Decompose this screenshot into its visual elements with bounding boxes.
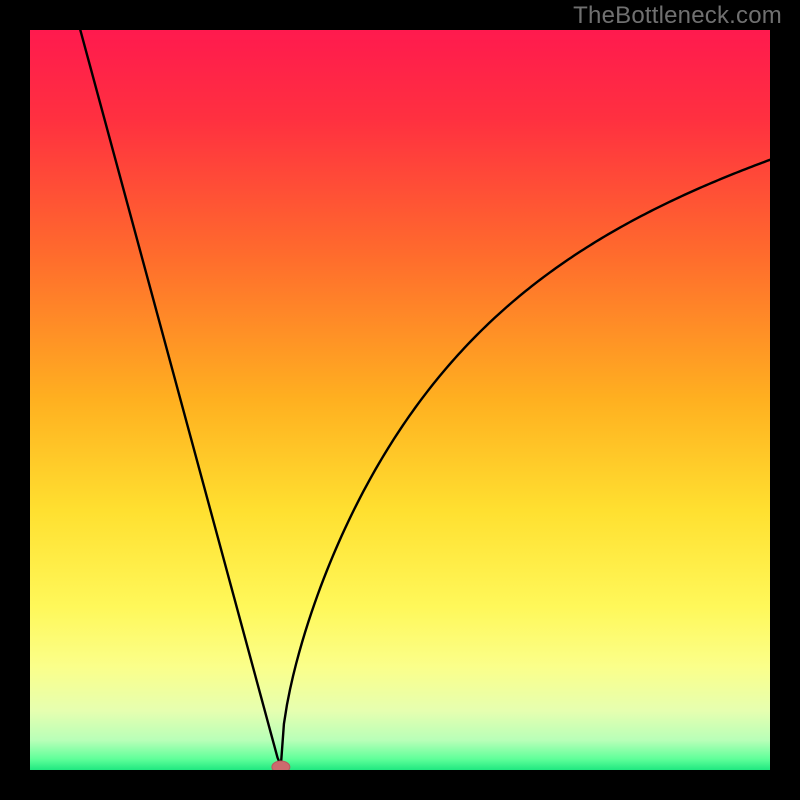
chart-frame: TheBottleneck.com <box>0 0 800 800</box>
bottleneck-curve <box>80 30 770 766</box>
watermark-text: TheBottleneck.com <box>573 2 782 30</box>
curve-layer <box>30 30 770 770</box>
plot-area <box>30 30 770 770</box>
minimum-marker <box>272 761 290 770</box>
